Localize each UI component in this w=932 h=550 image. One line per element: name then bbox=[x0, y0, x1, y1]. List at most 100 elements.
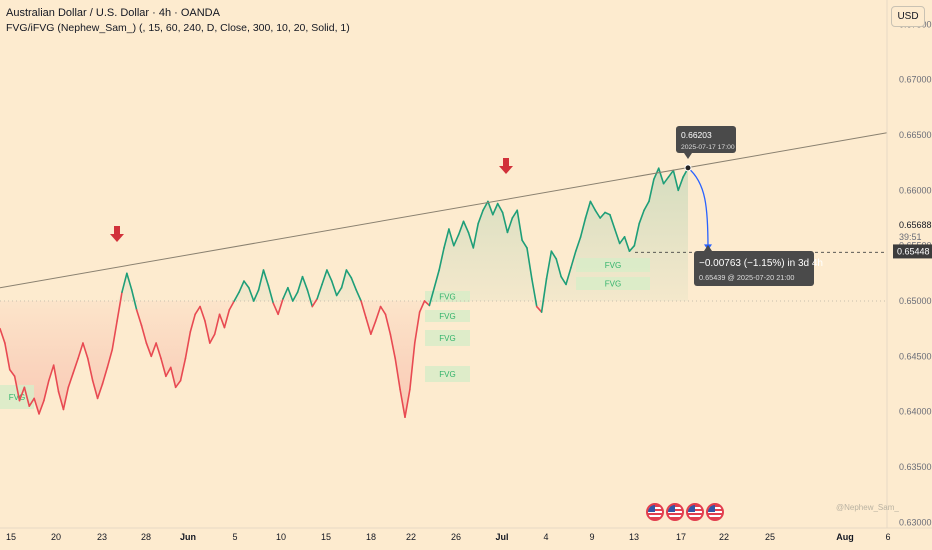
price-line-segment[interactable] bbox=[116, 291, 123, 322]
price-line-segment[interactable] bbox=[428, 286, 436, 307]
price-line-segment[interactable] bbox=[326, 269, 333, 282]
price-line-segment[interactable] bbox=[267, 284, 275, 305]
price-line-segment[interactable] bbox=[545, 250, 553, 280]
price-line-segment[interactable] bbox=[560, 275, 567, 286]
price-line-segment[interactable] bbox=[399, 388, 406, 419]
price-line-segment[interactable] bbox=[23, 386, 31, 407]
price-line-segment[interactable] bbox=[140, 324, 148, 344]
us-flag-icon[interactable] bbox=[686, 503, 704, 521]
price-line-segment[interactable] bbox=[18, 386, 26, 402]
price-line-segment[interactable] bbox=[565, 267, 572, 286]
price-line-segment[interactable] bbox=[169, 366, 177, 389]
price-line-segment[interactable] bbox=[370, 320, 377, 336]
price-line-segment[interactable] bbox=[150, 342, 157, 358]
price-line-segment[interactable] bbox=[516, 209, 523, 241]
price-line-segment[interactable] bbox=[223, 309, 231, 329]
price-line-segment[interactable] bbox=[584, 200, 592, 219]
price-line-segment[interactable] bbox=[101, 366, 109, 385]
projection-path[interactable] bbox=[687, 167, 709, 249]
price-line-segment[interactable] bbox=[272, 302, 279, 316]
price-line-segment[interactable] bbox=[301, 275, 309, 291]
price-line-segment[interactable] bbox=[462, 220, 470, 234]
price-line-segment[interactable] bbox=[448, 228, 455, 247]
price-line-segment[interactable] bbox=[340, 269, 348, 289]
price-line-segment[interactable] bbox=[77, 342, 84, 360]
price-line-segment[interactable] bbox=[618, 236, 626, 245]
price-line-segment[interactable] bbox=[345, 269, 353, 279]
fvg-zone[interactable] bbox=[425, 310, 470, 322]
price-line-segment[interactable] bbox=[555, 258, 562, 278]
price-line-segment[interactable] bbox=[111, 320, 118, 351]
peak-marker[interactable] bbox=[684, 164, 692, 172]
price-line-segment[interactable] bbox=[550, 250, 558, 260]
price-line-segment[interactable] bbox=[179, 357, 187, 382]
price-line-segment[interactable] bbox=[8, 368, 16, 378]
price-line-segment[interactable] bbox=[165, 366, 172, 378]
price-line-segment[interactable] bbox=[423, 300, 431, 307]
price-line-segment[interactable] bbox=[657, 167, 665, 185]
price-line-segment[interactable] bbox=[160, 357, 167, 378]
price-line-segment[interactable] bbox=[677, 176, 684, 192]
price-line-segment[interactable] bbox=[33, 397, 40, 415]
price-line-segment[interactable] bbox=[204, 320, 211, 344]
price-line-segment[interactable] bbox=[672, 169, 680, 192]
price-line-segment[interactable] bbox=[413, 311, 421, 344]
price-line-segment[interactable] bbox=[321, 269, 328, 286]
fvg-zone[interactable] bbox=[425, 330, 470, 346]
price-line-segment[interactable] bbox=[662, 176, 670, 185]
fvg-zone[interactable] bbox=[576, 258, 650, 272]
price-line-segment[interactable] bbox=[404, 388, 411, 419]
price-line-segment[interactable] bbox=[526, 247, 533, 280]
price-line-segment[interactable] bbox=[643, 200, 650, 212]
price-line-segment[interactable] bbox=[511, 209, 519, 219]
price-line-segment[interactable] bbox=[28, 397, 35, 407]
price-line-segment[interactable] bbox=[623, 236, 631, 253]
price-line-segment[interactable] bbox=[248, 286, 255, 302]
symbol-title[interactable]: Australian Dollar / U.S. Dollar · 4h · O… bbox=[6, 7, 220, 19]
price-line-segment[interactable] bbox=[126, 272, 133, 291]
price-line-segment[interactable] bbox=[82, 342, 89, 360]
us-flag-icon[interactable] bbox=[666, 503, 684, 521]
price-line-segment[interactable] bbox=[521, 239, 528, 249]
currency-button[interactable]: USD bbox=[891, 6, 925, 27]
price-line-segment[interactable] bbox=[492, 202, 499, 216]
price-line-segment[interactable] bbox=[374, 305, 382, 322]
price-line-segment[interactable] bbox=[291, 291, 299, 302]
price-line-segment[interactable] bbox=[628, 244, 636, 253]
price-line-segment[interactable] bbox=[57, 390, 65, 411]
price-line-segment[interactable] bbox=[496, 202, 504, 214]
price-line-segment[interactable] bbox=[0, 327, 6, 344]
price-line-segment[interactable] bbox=[472, 222, 479, 249]
price-line-segment[interactable] bbox=[574, 236, 582, 253]
price-line-segment[interactable] bbox=[360, 300, 367, 319]
price-line-segment[interactable] bbox=[604, 211, 611, 216]
price-line-segment[interactable] bbox=[228, 300, 236, 311]
fvg-zone[interactable] bbox=[425, 291, 470, 302]
indicator-label[interactable]: FVG/iFVG (Nephew_Sam_) (, 15, 60, 240, D… bbox=[6, 22, 350, 34]
price-line-segment[interactable] bbox=[296, 275, 304, 293]
price-line-segment[interactable] bbox=[589, 200, 597, 212]
price-line-segment[interactable] bbox=[570, 250, 577, 269]
price-line-segment[interactable] bbox=[194, 305, 201, 316]
price-line-segment[interactable] bbox=[579, 217, 587, 238]
price-line-segment[interactable] bbox=[467, 231, 475, 249]
price-line-segment[interactable] bbox=[506, 217, 514, 234]
price-line-segment[interactable] bbox=[62, 386, 70, 411]
us-flag-icon[interactable] bbox=[706, 503, 724, 521]
price-line-segment[interactable] bbox=[91, 379, 99, 400]
price-line-segment[interactable] bbox=[155, 342, 162, 360]
price-line-segment[interactable] bbox=[130, 289, 138, 311]
price-line-segment[interactable] bbox=[243, 280, 250, 289]
price-line-segment[interactable] bbox=[477, 209, 484, 225]
price-line-segment[interactable] bbox=[438, 247, 445, 271]
price-line-segment[interactable] bbox=[96, 383, 104, 400]
price-line-segment[interactable] bbox=[189, 313, 196, 333]
price-line-segment[interactable] bbox=[365, 316, 372, 336]
price-line-segment[interactable] bbox=[52, 364, 60, 393]
price-line-segment[interactable] bbox=[535, 305, 543, 313]
price-line-segment[interactable] bbox=[316, 283, 323, 300]
price-line-segment[interactable] bbox=[277, 297, 284, 316]
price-line-segment[interactable] bbox=[43, 379, 50, 402]
price-line-segment[interactable] bbox=[262, 269, 270, 287]
fvg-zone[interactable] bbox=[425, 366, 470, 382]
